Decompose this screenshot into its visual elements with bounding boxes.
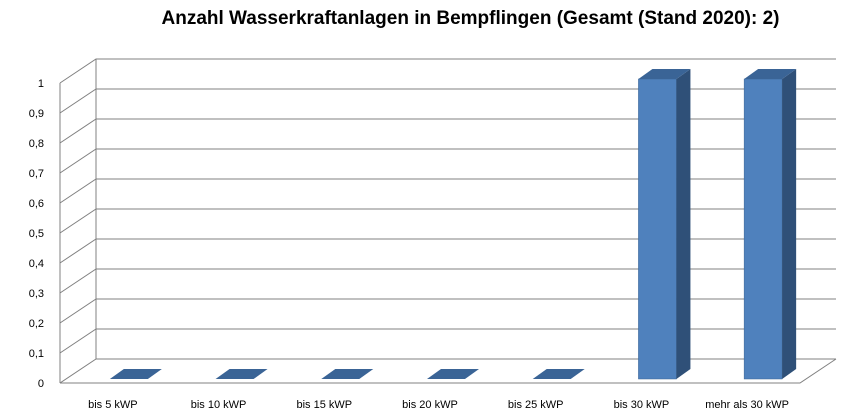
bar-top	[427, 369, 479, 379]
bar-top	[744, 69, 797, 79]
bar	[638, 69, 691, 380]
bar	[109, 369, 162, 379]
floor-edge	[60, 358, 837, 384]
bar	[532, 369, 585, 379]
x-tick-label: bis 25 kWP	[508, 399, 564, 411]
y-tick-label: 0	[38, 378, 44, 390]
bar-top	[109, 369, 162, 379]
bar	[321, 369, 374, 379]
labels-layer: 0 0,1 0,2 0,3 0,4 0,5 0,6 0,7 0,8 0,9 1 bis 5 kWP bi…	[29, 78, 789, 411]
y-tick-label: 0,8	[29, 138, 44, 150]
y-tick-label: 1	[38, 78, 44, 90]
gridline	[59, 208, 836, 234]
chart-title: Anzahl Wasserkraftanlagen in Bempflingen…	[161, 8, 780, 29]
gridline	[59, 238, 836, 264]
gridline	[59, 298, 836, 324]
bar-top	[532, 369, 585, 379]
bar-front	[638, 78, 677, 380]
y-tick-label: 0,1	[29, 348, 44, 360]
bars-layer	[109, 69, 797, 380]
x-tick-label: bis 10 kWP	[191, 399, 247, 411]
gridline	[59, 268, 836, 294]
x-tick-label: bis 5 kWP	[88, 399, 138, 411]
y-tick-label: 0,4	[29, 258, 44, 270]
bar	[215, 369, 268, 379]
x-tick-label: mehr als 30 kWP	[705, 399, 789, 411]
gridline	[59, 328, 836, 354]
bar-side	[782, 69, 797, 379]
bar-top	[321, 369, 374, 379]
y-tick-label: 0,2	[29, 318, 44, 330]
x-tick-label: bis 15 kWP	[296, 399, 352, 411]
grid-layer	[59, 58, 836, 384]
gridline	[59, 178, 836, 204]
gridline	[59, 148, 836, 174]
bar-front	[743, 78, 783, 380]
y-tick-label: 0,6	[29, 198, 44, 210]
gridline	[59, 88, 836, 114]
gridline	[59, 118, 836, 144]
bar-top	[215, 369, 268, 379]
y-tick-label: 0,3	[29, 288, 44, 300]
bar-top	[638, 69, 691, 79]
x-tick-label: bis 20 kWP	[402, 399, 458, 411]
y-tick-label: 0,9	[29, 108, 44, 120]
x-tick-label: bis 30 kWP	[614, 399, 670, 411]
bar-side	[676, 69, 691, 379]
y-tick-label: 0,5	[29, 228, 44, 240]
gridline	[59, 58, 836, 84]
y-tick-label: 0,7	[29, 168, 44, 180]
bar	[743, 69, 797, 380]
bar	[427, 369, 479, 379]
axis-layer	[59, 59, 837, 384]
